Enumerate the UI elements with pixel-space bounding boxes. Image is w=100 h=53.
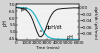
Y-axis label: pH: pH — [3, 19, 8, 26]
Text: dpH/dt: dpH/dt — [40, 25, 62, 31]
X-axis label: Time (mins): Time (mins) — [35, 46, 60, 50]
Text: pH: pH — [20, 7, 27, 12]
Y-axis label: dpH/dt (pH/min): dpH/dt (pH/min) — [93, 6, 97, 39]
Text: pH: pH — [66, 35, 73, 40]
